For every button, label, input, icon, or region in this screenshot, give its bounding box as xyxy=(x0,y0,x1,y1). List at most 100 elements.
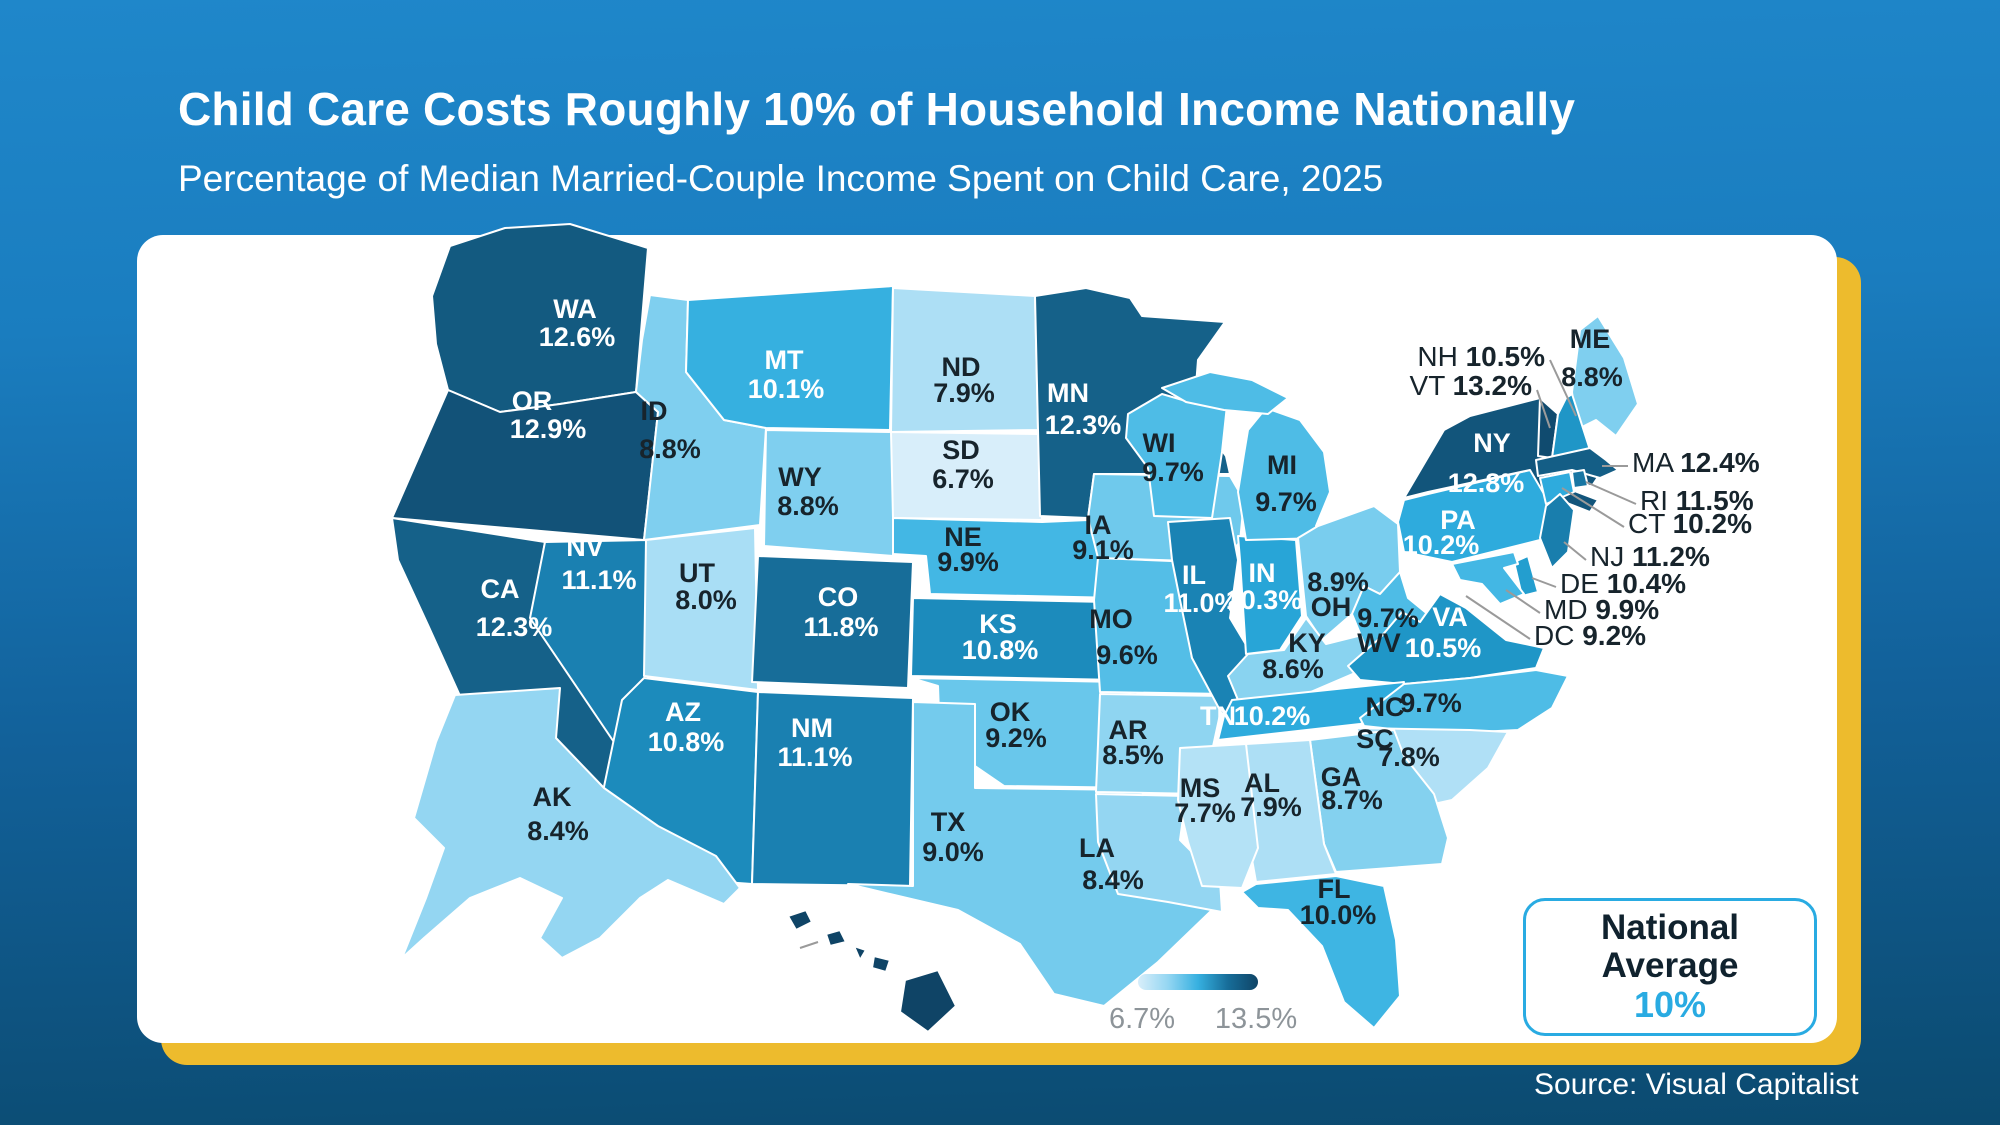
hi-pointer-line xyxy=(799,941,819,949)
state-tn-shape xyxy=(1217,681,1405,741)
state-nm-value: 11.1% xyxy=(777,742,852,772)
callout-line-dc xyxy=(1465,595,1531,640)
state-wi-abbr: WI xyxy=(1143,428,1176,458)
state-pa-abbr: PA xyxy=(1440,505,1476,535)
state-ca-value: 12.3% xyxy=(476,612,553,642)
state-tn-value: 10.2% xyxy=(1234,701,1311,731)
callout-line-ct xyxy=(1561,487,1625,528)
legend-min-label: 6.7% xyxy=(1109,1003,1175,1035)
state-il-abbr: IL xyxy=(1182,560,1206,590)
state-al-value: 7.9% xyxy=(1240,792,1302,822)
state-wa-shape xyxy=(431,223,649,413)
state-me-abbr: ME xyxy=(1570,324,1611,354)
state-nd-abbr: ND xyxy=(942,352,981,382)
state-wv-value: 9.7% xyxy=(1357,603,1419,633)
state-sc-value: 7.8% xyxy=(1378,742,1440,772)
state-ms-shape xyxy=(1177,743,1259,889)
state-tx-shape xyxy=(847,701,1213,1007)
state-dc-label: DC 9.2% xyxy=(1534,620,1646,651)
state-ne-value: 9.9% xyxy=(937,547,999,577)
page-subtitle: Percentage of Median Married-Couple Inco… xyxy=(178,158,1384,199)
state-vt-label: VT 13.2% xyxy=(1410,370,1533,401)
state-ca-abbr: CA xyxy=(481,574,520,604)
state-ks-value: 10.8% xyxy=(962,635,1039,665)
legend-gradient-bar xyxy=(1138,974,1258,990)
state-wa-abbr: WA xyxy=(553,294,597,324)
state-de-label: DE 10.4% xyxy=(1560,568,1686,599)
state-id-abbr: ID xyxy=(641,396,668,426)
state-sd-value: 6.7% xyxy=(932,464,994,494)
state-sc-abbr: SC xyxy=(1356,724,1394,754)
state-ia-abbr: IA xyxy=(1085,510,1112,540)
state-mi-abbr: MI xyxy=(1267,450,1297,480)
state-oh-abbr: OH xyxy=(1311,592,1352,622)
state-az-value: 10.8% xyxy=(648,727,725,757)
state-nd-value: 7.9% xyxy=(933,378,995,408)
state-ak-value: 8.4% xyxy=(527,816,589,846)
state-in-abbr: IN xyxy=(1249,558,1276,588)
state-ky-value: 8.6% xyxy=(1262,654,1324,684)
callout-line-vt xyxy=(1536,389,1551,429)
state-fl-value: 10.0% xyxy=(1300,900,1377,930)
state-mt-abbr: MT xyxy=(765,345,804,375)
state-ut-shape xyxy=(643,527,759,691)
state-mn-abbr: MN xyxy=(1047,378,1089,408)
state-ky-abbr: KY xyxy=(1288,628,1326,658)
state-ri-label: RI 11.5% xyxy=(1640,485,1754,516)
state-hi-island-4 xyxy=(871,955,891,973)
state-mn-value: 12.3% xyxy=(1045,410,1122,440)
state-nh-label: NH 10.5% xyxy=(1417,341,1545,372)
state-ok-abbr: OK xyxy=(990,697,1031,727)
state-tx-value: 9.0% xyxy=(922,837,984,867)
state-me-value: 8.8% xyxy=(1561,362,1623,392)
state-nj-shape xyxy=(1539,493,1575,569)
state-ut-abbr: UT xyxy=(679,558,715,588)
page-title: Child Care Costs Roughly 10% of Househol… xyxy=(178,83,1576,135)
state-wi-value: 9.7% xyxy=(1142,457,1204,487)
national-average-label-line1: National xyxy=(1600,907,1740,947)
state-wy-abbr: WY xyxy=(778,462,822,492)
state-wy-shape xyxy=(763,429,894,557)
state-hi-island-2 xyxy=(825,929,847,947)
state-co-abbr: CO xyxy=(818,582,859,612)
callout-line-md xyxy=(1505,589,1541,614)
state-fl-abbr: FL xyxy=(1318,874,1351,904)
state-ct-label: CT 10.2% xyxy=(1628,508,1752,539)
state-ga-value: 8.7% xyxy=(1321,785,1383,815)
state-tn-abbr: TN xyxy=(1200,701,1236,731)
state-nv-value: 11.1% xyxy=(561,565,636,595)
state-nc-value: 9.7% xyxy=(1400,688,1462,718)
state-ct-shape xyxy=(1539,471,1575,505)
callout-line-de xyxy=(1531,577,1557,588)
state-la-abbr: LA xyxy=(1079,833,1115,863)
state-va-abbr: VA xyxy=(1432,602,1468,632)
state-hi-value: 13.5% xyxy=(742,972,819,1002)
state-pa-value: 10.2% xyxy=(1403,530,1480,560)
state-la-value: 8.4% xyxy=(1082,865,1144,895)
state-tx-abbr: TX xyxy=(931,807,966,837)
state-ma-shape xyxy=(1535,447,1619,479)
state-mi-shape xyxy=(1237,407,1331,541)
state-nv-abbr: NV xyxy=(566,532,604,562)
state-id-value: 8.8% xyxy=(639,434,701,464)
state-mi-value: 9.7% xyxy=(1255,487,1317,517)
state-hi-island-5 xyxy=(899,969,957,1033)
state-ut-value: 8.0% xyxy=(675,585,737,615)
national-average-box: National Average 10% xyxy=(1523,898,1817,1036)
state-hi-abbr: HI xyxy=(752,934,779,964)
state-ms-value: 7.7% xyxy=(1174,798,1236,828)
state-mt-shape xyxy=(685,285,894,431)
state-wv-abbr: WV xyxy=(1357,628,1401,658)
state-ia-value: 9.1% xyxy=(1072,535,1134,565)
state-ny-value: 12.8% xyxy=(1448,468,1525,498)
state-ny-abbr: NY xyxy=(1473,428,1511,458)
state-oh-value: 8.9% xyxy=(1307,567,1369,597)
state-co-value: 11.8% xyxy=(803,612,878,642)
state-fl-shape xyxy=(1241,875,1401,1029)
state-mo-abbr: MO xyxy=(1089,604,1133,634)
state-de-shape xyxy=(1513,555,1539,597)
state-sd-shape xyxy=(890,431,1043,521)
state-or-value: 12.9% xyxy=(510,414,587,444)
national-average-label-line2: Average xyxy=(1601,945,1739,985)
